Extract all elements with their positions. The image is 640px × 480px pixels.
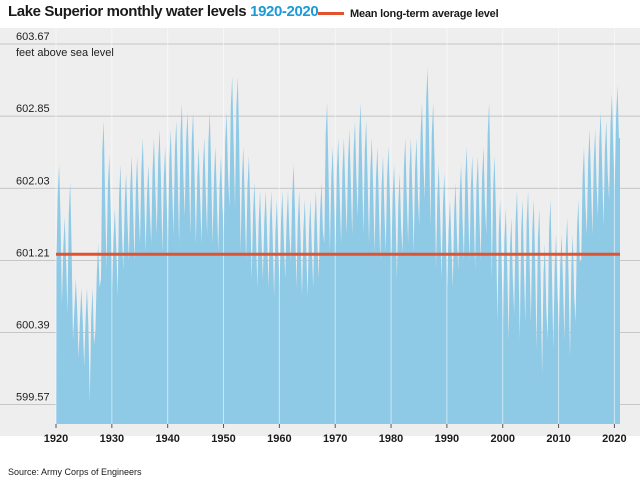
x-tick-label: 1950 [211,433,235,445]
x-tick-label: 1940 [155,433,179,445]
x-tick-label: 1970 [323,433,347,445]
y-tick-label: 602.85 [16,103,50,115]
source-note: Source: Army Corps of Engineers [8,467,142,477]
legend-mean-line-label: Mean long-term average level [350,7,499,20]
y-axis-label: feet above sea level [16,47,114,59]
x-axis-tick-labels: 1920 1930 1940 1950 1960 1970 1980 1990 2000 2010… [44,424,627,445]
y-axis-tick-labels: 599.57 600.39 601.21 602.03 602.85 603.67 [16,31,50,404]
chart-title-years: 1920-2020 [250,3,319,20]
chart-title: Lake Superior monthly water levels 1920-2… [8,3,319,20]
chart-header: Lake Superior monthly water levels 1920-2… [0,0,640,26]
chart-area: 1920 1930 1940 1950 1960 1970 1980 1990 2000 2010… [0,28,640,445]
chart-legend: Mean long-term average level [318,5,499,21]
x-tick-label: 1990 [435,433,459,445]
y-tick-label: 601.21 [16,247,50,259]
x-tick-label: 2020 [602,433,626,445]
y-tick-label: 600.39 [16,320,50,332]
x-tick-label: 1920 [44,433,68,445]
vertical-gridlines [55,28,615,424]
x-tick-label: 1960 [267,433,291,445]
y-tick-label: 599.57 [16,392,50,404]
x-tick-label: 1930 [100,433,124,445]
x-tick-label: 2010 [546,433,570,445]
y-tick-label: 603.67 [16,31,50,43]
water-level-area [56,67,620,424]
legend-mean-line-swatch [318,12,344,16]
chart-title-text: Lake Superior monthly water levels [8,3,247,20]
y-tick-label: 602.03 [16,175,50,187]
x-tick-label: 1980 [379,433,403,445]
x-tick-label: 2000 [490,433,514,445]
